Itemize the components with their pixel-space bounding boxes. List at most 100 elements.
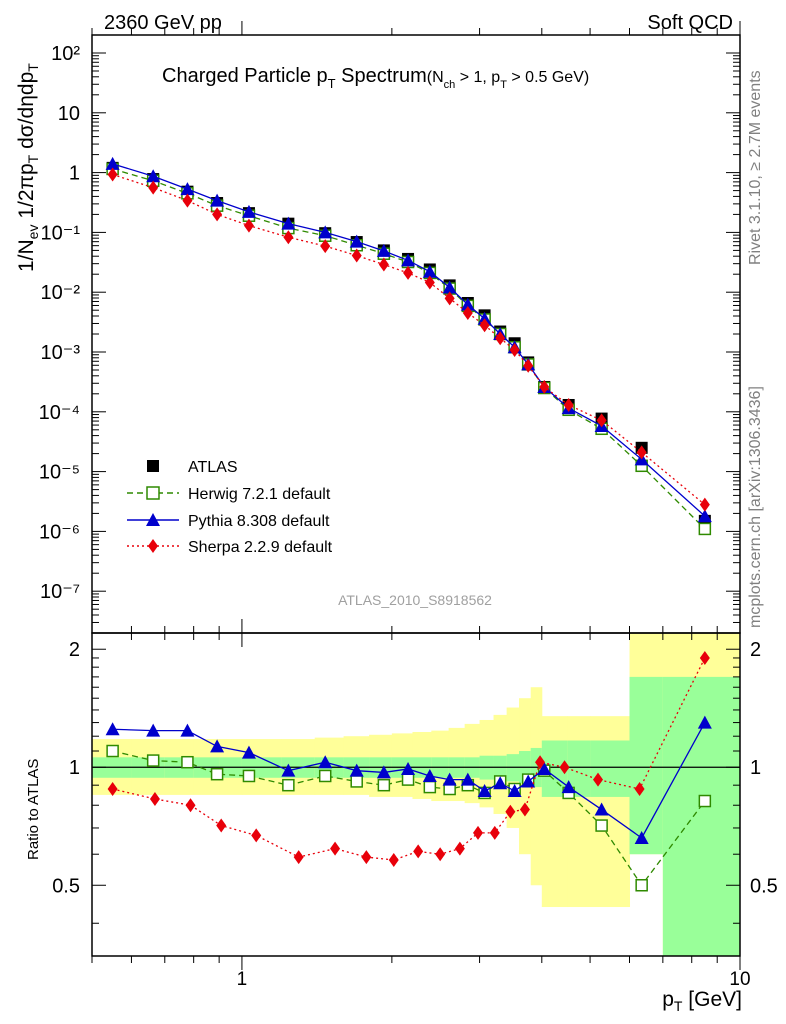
ratio-point-pythia	[318, 755, 333, 769]
ratio-point-pythia	[521, 774, 536, 788]
y-tick-label: 10⁻³	[41, 342, 81, 364]
tick-labels: 1 10 10² 10 1 10⁻¹ 10⁻² 10⁻³ 10⁻⁴ 10⁻⁵ 10⁻⁶ 10⁻⁷ 0.5…	[39, 43, 778, 990]
mcplots-label: mcplots.cern.ch [arXiv:1306.3436]	[747, 386, 764, 628]
ratio-point-pythia	[422, 768, 437, 782]
ratio-point-sherpa	[330, 841, 341, 856]
ratio-point-sherpa	[435, 847, 446, 862]
ratio-y-tick-label: 2	[69, 639, 80, 661]
legend-label-atlas: ATLAS	[188, 459, 238, 476]
legend-entry-herwig: Herwig 7.2.1 default	[127, 486, 331, 503]
legend-label-sherpa: Sherpa 2.2.9 default	[188, 539, 333, 556]
point-sherpa	[462, 305, 473, 320]
point-pythia	[442, 280, 457, 294]
point-sherpa	[182, 193, 193, 208]
plot-title: Charged Particle pT Spectrum(Nch > 1, pT…	[162, 65, 589, 91]
point-sherpa	[479, 318, 490, 333]
point-sherpa	[403, 265, 414, 280]
ratio-point-pythia	[349, 763, 364, 777]
ratio-point-sherpa	[107, 782, 118, 797]
point-pythia	[105, 156, 120, 170]
ratio-point-sherpa	[361, 850, 372, 865]
point-sherpa	[243, 218, 254, 233]
uncertainty-bands	[92, 633, 741, 956]
ratio-point-sherpa	[216, 818, 227, 833]
series-line-pythia	[112, 163, 706, 517]
ratio-point-sherpa	[519, 802, 530, 817]
ratio-point-sherpa	[185, 798, 196, 813]
x-axis-label: pT [GeV]	[662, 988, 742, 1014]
y-tick-label: 10²	[51, 43, 80, 65]
ratio-point-herwig	[242, 769, 256, 783]
legend-entry-atlas: ATLAS	[147, 459, 238, 476]
ratio-point-pythia	[507, 783, 522, 797]
ratio-point-sherpa	[388, 852, 399, 867]
x-tick-label: 1	[237, 969, 248, 990]
x-tick-label: 10	[729, 969, 750, 990]
ratio-point-sherpa	[251, 828, 262, 843]
point-sherpa	[212, 207, 223, 222]
ratio-point-herwig	[401, 773, 415, 786]
ratio-point-sherpa	[293, 850, 304, 865]
stat-band-bin	[567, 740, 591, 797]
ratio-point-pythia	[442, 772, 457, 786]
legend-marker-pythia	[146, 513, 160, 526]
header-right: Soft QCD	[647, 12, 733, 34]
point-sherpa	[509, 343, 520, 358]
legend-marker-atlas	[147, 460, 159, 472]
series-line-sherpa	[112, 173, 706, 506]
ratio-point-pythia	[537, 761, 552, 775]
ratio-point-sherpa	[473, 825, 484, 840]
legend: ATLAS Herwig 7.2.1 default Pythia 8.308 …	[127, 459, 333, 556]
point-sherpa	[148, 180, 159, 195]
ratio-point-pythia	[180, 723, 195, 737]
axis-ticks	[91, 21, 741, 970]
ratio-point-sherpa	[454, 841, 465, 856]
point-sherpa	[523, 358, 534, 373]
point-pythia	[318, 225, 333, 239]
ratio-point-pythia	[477, 783, 492, 797]
ratio-point-herwig	[106, 744, 119, 758]
y-tick-label: 10⁻²	[41, 282, 81, 304]
legend-label-pythia: Pythia 8.308 default	[188, 513, 330, 530]
ratio-point-pythia	[460, 772, 475, 786]
ratio-y-tick-label-right: 2	[750, 639, 761, 661]
stat-band-bin	[590, 740, 631, 797]
ratio-y-tick-label: 0.5	[52, 875, 80, 897]
point-sherpa	[596, 413, 607, 428]
ratio-point-pythia	[561, 780, 576, 794]
y-axis-label-top: 1/Nev 1/2πpT dσ/dηdpT	[15, 63, 41, 272]
point-pythia	[146, 169, 161, 183]
y-tick-label: 10⁻¹	[41, 222, 81, 244]
ratio-point-herwig	[318, 769, 332, 783]
point-pythia	[241, 204, 256, 218]
header-left: 2360 GeV pp	[104, 12, 222, 34]
point-pythia	[349, 234, 364, 248]
y-tick-label: 1	[69, 163, 80, 185]
point-herwig	[698, 522, 712, 536]
ratio-line-herwig	[112, 750, 706, 887]
ratio-point-sherpa	[559, 760, 570, 775]
ratio-y-tick-label-right: 1	[750, 757, 761, 779]
point-sherpa	[699, 497, 710, 512]
ratio-series	[105, 650, 712, 892]
legend-entry-sherpa: Sherpa 2.2.9 default	[127, 539, 333, 556]
point-sherpa	[539, 379, 550, 394]
y-tick-label: 10	[58, 103, 80, 125]
ratio-point-sherpa	[592, 772, 603, 787]
ratio-point-herwig	[146, 754, 160, 767]
point-sherpa	[107, 167, 118, 182]
ratio-point-sherpa	[149, 791, 160, 806]
y-tick-label: 10⁻⁵	[39, 462, 80, 484]
ratio-point-pythia	[281, 763, 296, 777]
ratio-line-pythia	[112, 722, 706, 839]
stat-band-bin	[629, 676, 664, 855]
ratio-point-pythia	[210, 739, 225, 753]
ratio-point-sherpa	[489, 825, 500, 840]
legend-label-herwig: Herwig 7.2.1 default	[188, 486, 331, 503]
legend-marker-sherpa	[148, 539, 158, 553]
point-pythia	[281, 216, 296, 230]
point-pythia	[180, 182, 195, 196]
ratio-point-herwig	[350, 775, 363, 788]
point-pythia	[477, 311, 492, 325]
ratio-point-herwig	[181, 755, 194, 769]
